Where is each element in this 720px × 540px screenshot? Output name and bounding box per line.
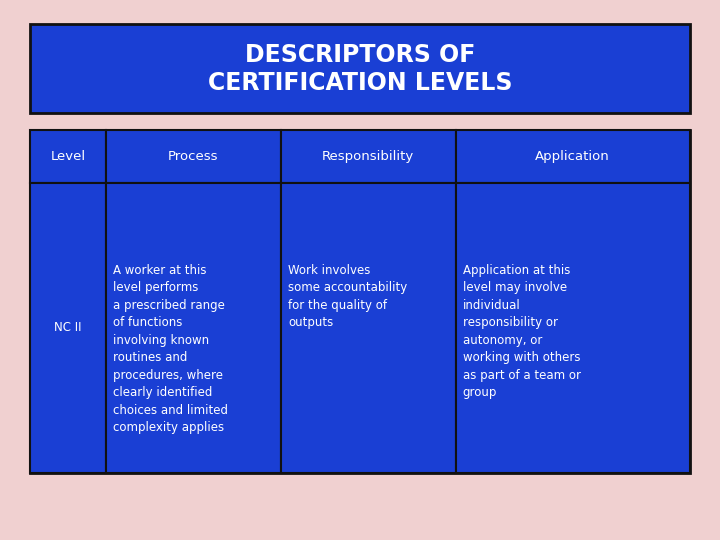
Text: NC II: NC II — [55, 321, 82, 334]
FancyBboxPatch shape — [30, 24, 690, 113]
FancyBboxPatch shape — [106, 130, 281, 183]
Text: Responsibility: Responsibility — [322, 150, 415, 163]
FancyBboxPatch shape — [30, 130, 690, 472]
FancyBboxPatch shape — [456, 130, 690, 183]
Text: DESCRIPTORS OF
CERTIFICATION LEVELS: DESCRIPTORS OF CERTIFICATION LEVELS — [208, 43, 512, 94]
FancyBboxPatch shape — [106, 183, 281, 472]
FancyBboxPatch shape — [30, 183, 106, 472]
FancyBboxPatch shape — [456, 183, 690, 472]
FancyBboxPatch shape — [281, 130, 456, 183]
Text: Process: Process — [168, 150, 219, 163]
Text: Level: Level — [50, 150, 86, 163]
Text: Application: Application — [536, 150, 610, 163]
Text: A worker at this
level performs
a prescribed range
of functions
involving known
: A worker at this level performs a prescr… — [113, 264, 228, 434]
Text: Application at this
level may involve
individual
responsibility or
autonomy, or
: Application at this level may involve in… — [463, 264, 581, 400]
FancyBboxPatch shape — [281, 183, 456, 472]
FancyBboxPatch shape — [30, 130, 106, 183]
Text: Work involves
some accountability
for the quality of
outputs: Work involves some accountability for th… — [288, 264, 408, 329]
